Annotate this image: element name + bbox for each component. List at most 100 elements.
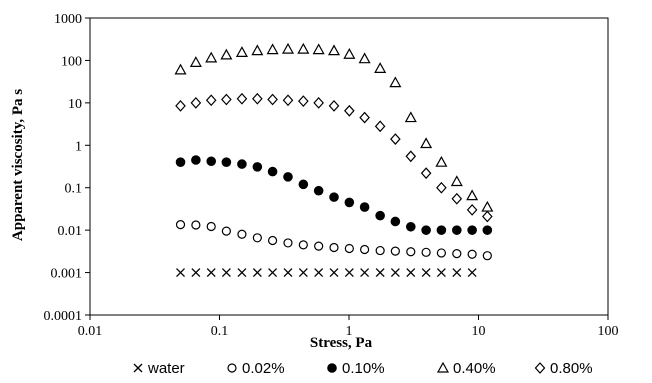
data-point: [375, 245, 385, 256]
data-point: [298, 179, 309, 190]
data-point: [420, 137, 433, 149]
data-point: [420, 167, 432, 180]
data-point: [267, 93, 278, 106]
data-point: [389, 76, 402, 88]
data-point: [450, 175, 463, 187]
data-point: [359, 202, 370, 212]
data-point: [467, 249, 477, 259]
data-point: [436, 181, 447, 194]
legend-item: 0.02%: [227, 360, 285, 377]
data-point: [235, 46, 248, 57]
y-tick-label: 0.0001: [44, 309, 83, 324]
data-point: [436, 225, 447, 235]
x-tick-label: 1: [346, 324, 353, 339]
data-point: [390, 133, 401, 145]
data-point: [191, 220, 201, 230]
data-point: [435, 155, 448, 167]
y-tick-label: 0.1: [65, 182, 83, 197]
data-point: [451, 192, 463, 205]
data-point: [298, 268, 308, 278]
data-point: [191, 155, 201, 165]
data-point: [283, 172, 293, 182]
legend-marker: [133, 363, 143, 373]
data-point: [206, 221, 216, 232]
legend-label: water: [147, 360, 185, 377]
data-point: [313, 96, 324, 109]
data-point: [175, 157, 186, 167]
data-point: [283, 238, 293, 248]
x-tick-label: 0.01: [78, 324, 103, 339]
data-point: [174, 63, 187, 75]
data-point: [482, 251, 492, 261]
data-point: [436, 248, 446, 258]
data-point: [312, 43, 325, 55]
legend-label: 0.10%: [342, 360, 385, 377]
data-point: [390, 268, 400, 278]
data-point: [375, 268, 385, 278]
legend-marker: [436, 361, 450, 373]
data-point: [236, 92, 248, 105]
data-point: [374, 62, 387, 73]
data-point: [266, 43, 279, 55]
data-point: [452, 248, 462, 259]
data-point: [344, 243, 354, 254]
data-point: [252, 268, 262, 278]
data-point: [175, 99, 186, 112]
data-point: [268, 268, 278, 278]
series-3: [175, 155, 493, 235]
data-point: [298, 95, 309, 107]
data-point: [344, 268, 354, 278]
data-point: [252, 92, 263, 105]
y-tick-label: 0.001: [51, 267, 83, 282]
data-point: [176, 268, 185, 278]
legend-item: 0.80%: [534, 360, 593, 377]
data-point: [252, 162, 263, 172]
data-point: [267, 166, 278, 177]
data-point: [237, 159, 247, 169]
x-tick-label: 100: [598, 324, 619, 339]
x-tick-label: 10: [472, 324, 486, 339]
data-point: [267, 235, 278, 246]
legend-marker: [227, 363, 237, 373]
data-point: [421, 225, 431, 235]
data-point: [452, 225, 462, 235]
data-point: [297, 42, 310, 54]
data-point: [221, 226, 231, 236]
legend-marker: [534, 362, 546, 374]
series-5: [175, 92, 493, 223]
data-point: [191, 268, 201, 278]
data-point: [190, 96, 202, 109]
data-point: [237, 229, 247, 239]
data-point: [421, 247, 431, 257]
data-point: [205, 94, 217, 107]
y-tick-label: 1000: [54, 12, 82, 27]
data-point: [282, 94, 294, 107]
data-point: [481, 200, 494, 212]
plot-axes: [85, 17, 609, 320]
data-point: [358, 52, 371, 64]
legend: water 0.02% 0.10% 0.40% 0.80%: [133, 360, 593, 377]
data-point: [237, 268, 247, 278]
x-tick-labels: 0.01 0.1 1 10 100: [78, 324, 619, 339]
data-point: [436, 268, 446, 278]
data-point: [281, 42, 295, 54]
data-point: [421, 268, 431, 278]
data-point: [221, 268, 231, 278]
data-point: [329, 192, 339, 202]
data-point: [329, 268, 339, 278]
data-point: [205, 51, 218, 63]
data-point: [404, 111, 417, 123]
data-point: [328, 99, 340, 112]
data-point: [390, 246, 400, 256]
data-point: [283, 268, 293, 278]
y-tick-label: 0.01: [58, 224, 83, 239]
data-point: [344, 197, 355, 208]
data-point: [221, 93, 232, 106]
data-point: [252, 233, 262, 243]
data-point: [327, 44, 341, 56]
data-point: [359, 111, 370, 124]
data-point: [329, 242, 339, 253]
data-point: [466, 204, 478, 216]
data-point: [466, 189, 479, 201]
series-4: [174, 42, 494, 212]
